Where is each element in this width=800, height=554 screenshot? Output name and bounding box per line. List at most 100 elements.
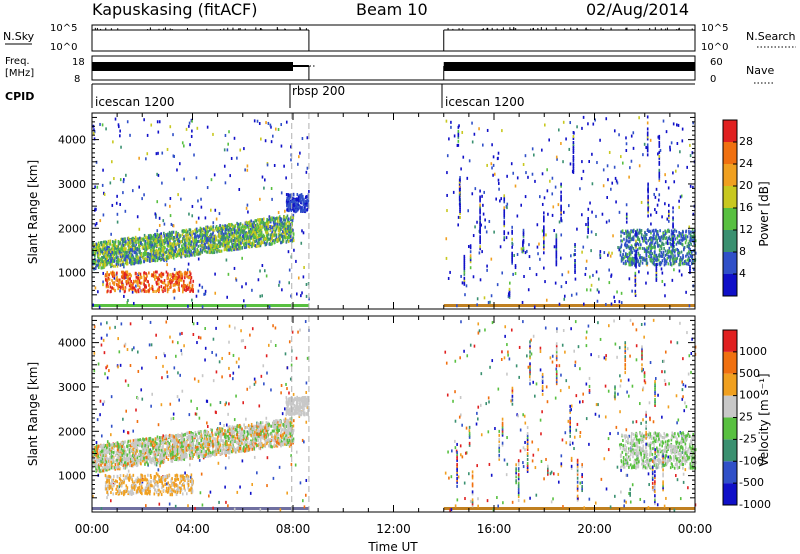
scatter-cell: [231, 245, 234, 249]
scatter-cell: [511, 257, 513, 261]
scatter-cell: [582, 392, 585, 396]
scatter-cell: [477, 405, 480, 409]
scatter-cell: [178, 275, 180, 279]
scatter-cell: [621, 255, 623, 259]
scatter-cell: [266, 235, 269, 239]
scatter-cell: [264, 223, 266, 227]
scatter-cell: [215, 224, 218, 228]
scatter-cell: [519, 449, 522, 453]
scatter-cell: [143, 279, 145, 283]
scatter-cell: [271, 218, 274, 222]
scatter-cell: [681, 236, 684, 240]
scatter-cell: [522, 320, 524, 324]
scatter-cell: [445, 119, 448, 123]
scatter-cell: [93, 351, 96, 355]
scatter-cell: [450, 475, 453, 479]
scatter-cell: [655, 268, 658, 272]
scatter-cell: [191, 233, 193, 237]
ground-line-1: [92, 304, 309, 307]
scatter-cell: [245, 237, 248, 241]
scatter-cell: [631, 236, 634, 240]
scatter-cell: [212, 249, 215, 253]
scatter-cell: [215, 227, 218, 231]
scatter-cell: [218, 232, 220, 236]
scatter-cell: [636, 228, 639, 232]
scatter-cell: [579, 187, 581, 191]
scatter-cell: [692, 267, 695, 271]
scatter-cell: [645, 146, 647, 150]
scatter-cell: [230, 222, 233, 226]
scatter-cell: [162, 253, 164, 257]
scatter-cell: [483, 296, 486, 300]
scatter-cell: [176, 250, 179, 254]
scatter-cell: [138, 271, 140, 275]
scatter-cell: [145, 157, 147, 161]
scatter-cell: [164, 283, 167, 287]
scatter-cell: [212, 226, 214, 230]
scatter-cell: [673, 241, 675, 245]
scatter-cell: [632, 146, 635, 150]
scatter-cell: [97, 256, 100, 260]
scatter-cell: [261, 294, 263, 298]
scatter-cell: [640, 243, 642, 247]
scatter-cell: [298, 204, 300, 208]
scatter-cell: [635, 249, 637, 253]
scatter-cell: [631, 289, 633, 293]
scatter-cell: [563, 297, 566, 301]
scatter-cell: [139, 259, 142, 263]
scatter-cell: [596, 288, 599, 292]
scatter-cell: [210, 225, 212, 229]
power-data: [92, 113, 697, 309]
scatter-cell: [595, 270, 598, 274]
scatter-cell: [639, 497, 642, 501]
scatter-cell: [284, 236, 287, 240]
scatter-cell: [493, 230, 495, 234]
scatter-cell: [281, 288, 283, 292]
scatter-cell: [289, 222, 292, 226]
scatter-cell: [555, 243, 558, 247]
scatter-cell: [238, 245, 240, 249]
scatter-cell: [129, 258, 132, 262]
scatter-cell: [281, 240, 283, 244]
scatter-cell: [216, 247, 219, 251]
scatter-cell: [158, 120, 161, 124]
scatter-cell: [672, 240, 674, 244]
scatter-cell: [184, 276, 186, 280]
scatter-cell: [644, 231, 646, 235]
scatter-cell: [176, 235, 178, 239]
scatter-cell: [463, 272, 466, 276]
scatter-cell: [685, 238, 688, 242]
scatter-cell: [562, 160, 564, 164]
scatter-cell: [161, 239, 164, 243]
scatter-cell: [180, 244, 183, 248]
scatter-cell: [136, 258, 139, 262]
scatter-cell: [266, 225, 268, 229]
scatter-cell: [121, 246, 124, 250]
scatter-cell: [216, 250, 218, 254]
scatter-cell: [192, 279, 195, 283]
scatter-cell: [667, 236, 670, 240]
scatter-cell: [553, 229, 555, 233]
scatter-cell: [115, 263, 118, 267]
scatter-cell: [529, 266, 531, 270]
scatter-cell: [645, 240, 647, 244]
scatter-cell: [282, 230, 284, 234]
scatter-cell: [148, 287, 151, 291]
scatter-cell: [677, 418, 680, 422]
scatter-cell: [248, 245, 251, 249]
scatter-cell: [169, 125, 172, 129]
scatter-cell: [654, 258, 656, 262]
scatter-cell: [145, 290, 147, 294]
scatter-cell: [172, 133, 174, 137]
scatter-cell: [154, 241, 156, 245]
scatter-cell: [257, 224, 260, 228]
scatter-cell: [678, 239, 681, 243]
scatter-cell: [218, 235, 221, 239]
scatter-cell: [227, 235, 229, 239]
scatter-cell: [269, 220, 272, 224]
scatter-cell: [501, 350, 503, 354]
scatter-cell: [476, 303, 478, 307]
scatter-cell: [543, 229, 545, 233]
scatter-cell: [154, 232, 156, 236]
scatter-cell: [227, 244, 230, 248]
